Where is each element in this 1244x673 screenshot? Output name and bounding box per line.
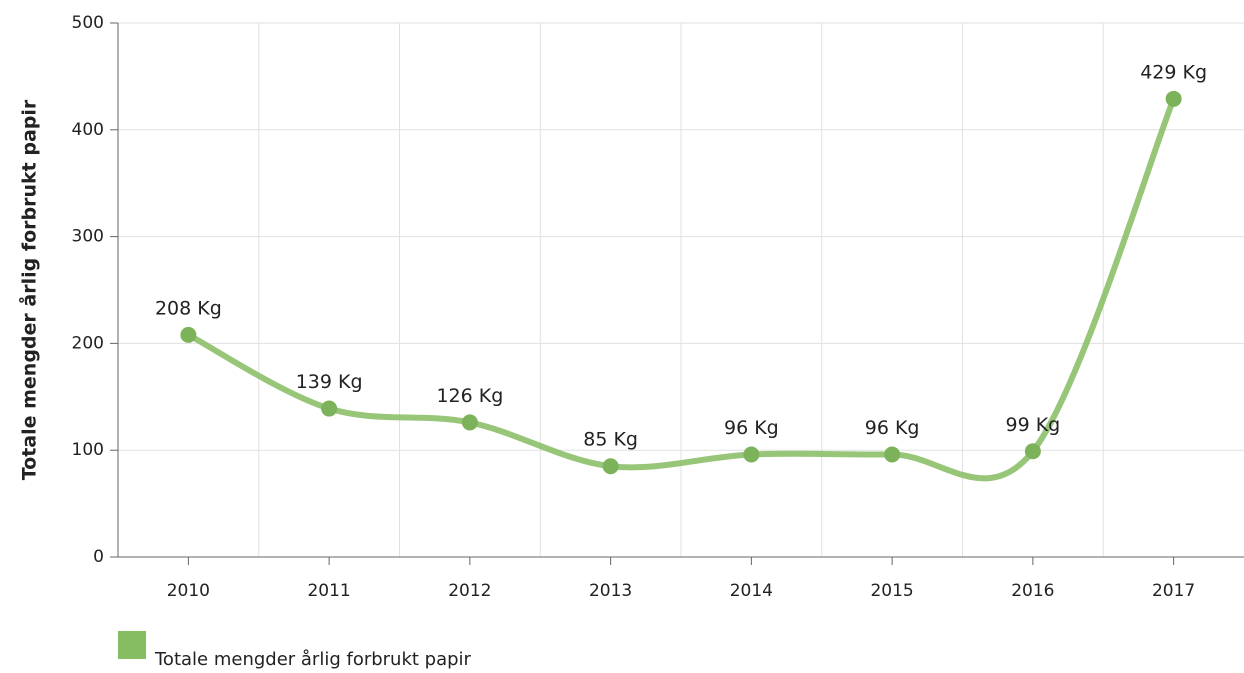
point [321,400,338,417]
data-label: 96 Kg [724,417,779,439]
point [884,446,901,463]
y-tick-label: 400 [72,120,104,140]
x-tick-label: 2013 [589,581,632,601]
point [743,446,760,463]
point [602,458,619,475]
data-label: 85 Kg [583,429,638,451]
point [1024,443,1041,460]
legend-swatch [118,631,146,659]
x-tick-label: 2017 [1152,581,1195,601]
data-label: 99 Kg [1006,414,1061,436]
point [461,414,478,431]
point [180,326,197,343]
x-tick-label: 2012 [448,581,491,601]
x-tick-label: 2010 [167,581,210,601]
y-tick-label: 100 [72,440,104,460]
data-label: 208 Kg [155,297,222,319]
x-tick-label: 2011 [307,581,350,601]
point [1165,90,1182,107]
y-tick-label: 300 [72,227,104,247]
x-tick-label: 2015 [870,581,913,601]
data-label: 96 Kg [865,417,920,439]
x-tick-label: 2014 [730,581,773,601]
y-tick-label: 200 [72,333,104,353]
data-label: 429 Kg [1140,61,1207,83]
data-label: 139 Kg [296,371,363,393]
y-axis-label: Totale mengder årlig forbrukt papir [17,99,41,480]
y-tick-label: 0 [93,547,104,567]
x-tick-label: 2016 [1011,581,1054,601]
y-tick-label: 500 [72,13,104,33]
legend-label: Totale mengder årlig forbrukt papir [154,649,472,670]
line [185,95,1177,482]
data-label: 126 Kg [436,385,503,407]
